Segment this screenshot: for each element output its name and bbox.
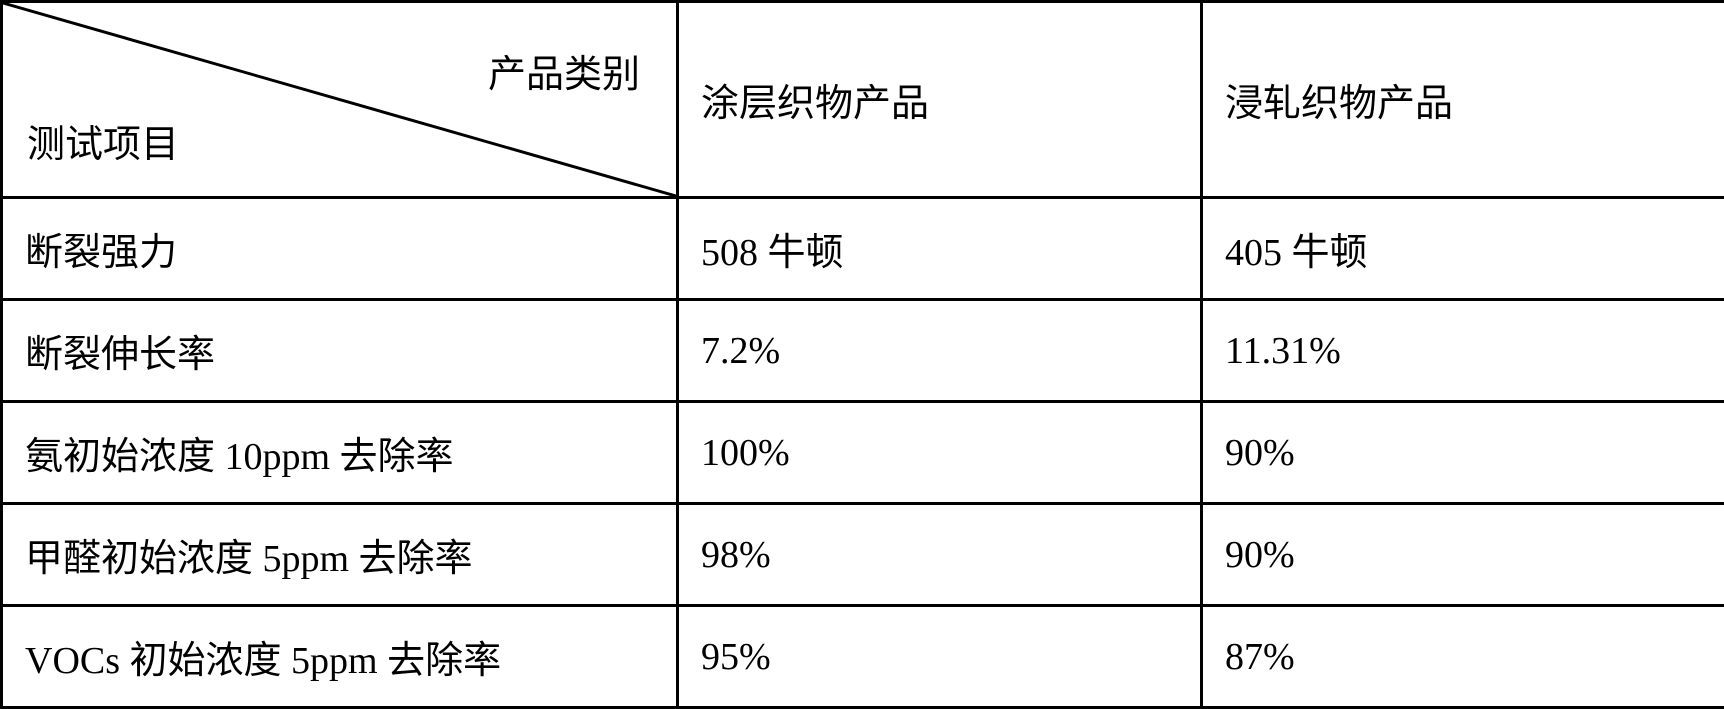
table-row: 氨初始浓度 10ppm 去除率 100% 90% xyxy=(2,402,1724,504)
row-c1: 508 牛顿 xyxy=(678,198,1202,300)
row-c1: 95% xyxy=(678,606,1202,708)
row-label: VOCs 初始浓度 5ppm 去除率 xyxy=(2,606,678,708)
row-label: 断裂伸长率 xyxy=(2,300,678,402)
row-label: 氨初始浓度 10ppm 去除率 xyxy=(2,402,678,504)
table-row: 断裂强力 508 牛顿 405 牛顿 xyxy=(2,198,1724,300)
row-label: 甲醛初始浓度 5ppm 去除率 xyxy=(2,504,678,606)
table-row: 甲醛初始浓度 5ppm 去除率 98% 90% xyxy=(2,504,1724,606)
table-header-row: 测试项目 产品类别 涂层织物产品 浸轧织物产品 xyxy=(2,2,1724,198)
header-col2: 浸轧织物产品 xyxy=(1202,2,1724,198)
table-row: VOCs 初始浓度 5ppm 去除率 95% 87% xyxy=(2,606,1724,708)
data-table: 测试项目 产品类别 涂层织物产品 浸轧织物产品 断裂强力 508 牛顿 405 … xyxy=(0,0,1724,709)
row-c2: 90% xyxy=(1202,402,1724,504)
header-col1: 涂层织物产品 xyxy=(678,2,1202,198)
header-diagonal-cell: 测试项目 产品类别 xyxy=(2,2,678,198)
row-c2: 90% xyxy=(1202,504,1724,606)
row-c1: 98% xyxy=(678,504,1202,606)
row-c2: 11.31% xyxy=(1202,300,1724,402)
header-col-label: 产品类别 xyxy=(488,43,640,98)
header-row-label: 测试项目 xyxy=(27,113,179,168)
row-c1: 100% xyxy=(678,402,1202,504)
table-row: 断裂伸长率 7.2% 11.31% xyxy=(2,300,1724,402)
row-label: 断裂强力 xyxy=(2,198,678,300)
row-c2: 87% xyxy=(1202,606,1724,708)
row-c2: 405 牛顿 xyxy=(1202,198,1724,300)
row-c1: 7.2% xyxy=(678,300,1202,402)
